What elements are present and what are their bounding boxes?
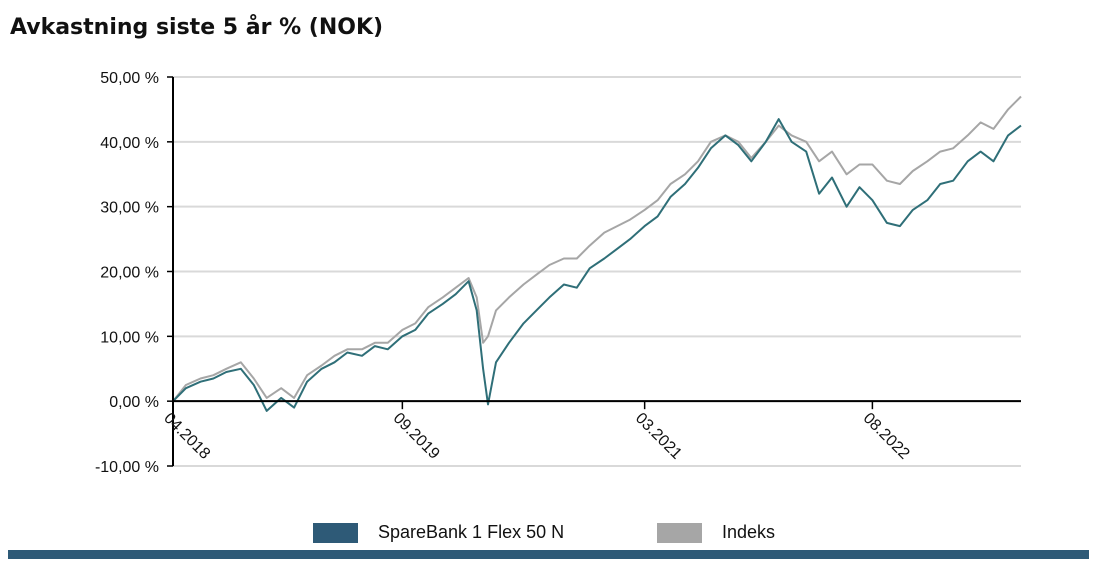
series-line-index bbox=[172, 95, 1022, 402]
legend-item-index: Indeks bbox=[657, 522, 775, 543]
x-tick-labels: 04.2018 09.2019 03.2021 08.2022 bbox=[160, 410, 912, 463]
legend-label-index: Indeks bbox=[722, 522, 776, 542]
y-tick-label-6: -10,00 % bbox=[95, 459, 159, 476]
series-line-fund bbox=[172, 118, 1022, 412]
x-tick-label-3: 08.2022 bbox=[860, 410, 913, 463]
y-tick-labels: 50,00 % 40,00 % 30,00 % 20,00 % 10,00 % 0,00 … bbox=[95, 70, 159, 476]
grid-lines bbox=[173, 76, 1021, 467]
y-tick-label-4: 10,00 % bbox=[100, 329, 159, 346]
x-tick-label-2: 03.2021 bbox=[632, 410, 685, 463]
x-tick-label-1: 09.2019 bbox=[390, 410, 443, 463]
legend-swatch-fund bbox=[313, 522, 358, 543]
legend-item-fund: SpareBank 1 Flex 50 N bbox=[313, 522, 564, 543]
legend-swatch-index bbox=[657, 522, 702, 543]
footer-bar bbox=[8, 550, 1089, 559]
legend-label-fund: SpareBank 1 Flex 50 N bbox=[378, 522, 565, 542]
y-tick-label-0: 50,00 % bbox=[100, 70, 159, 87]
y-tick-label-5: 0,00 % bbox=[109, 394, 159, 411]
axes bbox=[167, 76, 1021, 467]
x-tick-label-0: 04.2018 bbox=[160, 410, 213, 463]
series-lines bbox=[172, 95, 1022, 412]
chart-title: Avkastning siste 5 år % (NOK) bbox=[10, 15, 384, 40]
y-tick-label-2: 30,00 % bbox=[100, 200, 159, 217]
y-tick-label-1: 40,00 % bbox=[100, 135, 159, 152]
y-tick-label-3: 20,00 % bbox=[100, 265, 159, 282]
